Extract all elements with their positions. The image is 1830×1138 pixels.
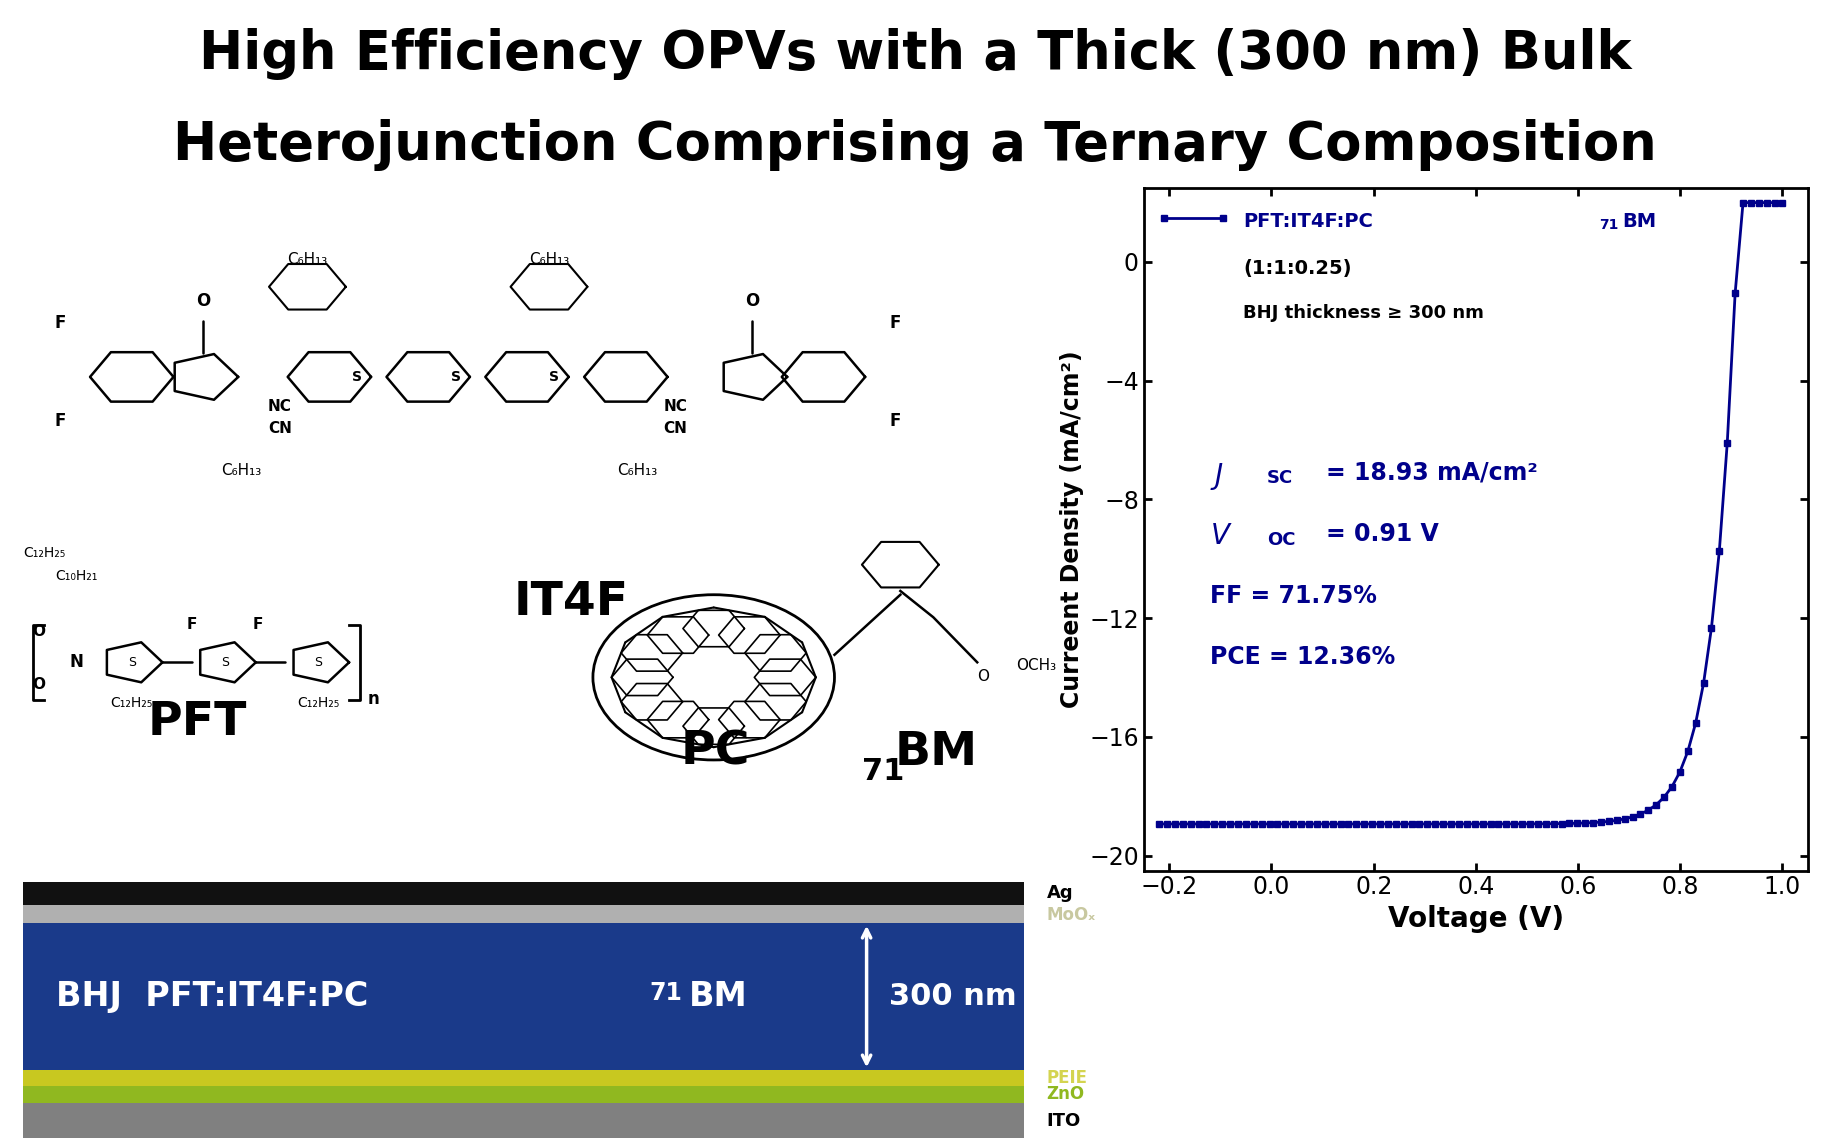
Text: O: O bbox=[31, 677, 46, 692]
Text: CN: CN bbox=[267, 421, 293, 436]
Y-axis label: Curreent Density (mA/cm²): Curreent Density (mA/cm²) bbox=[1060, 351, 1083, 708]
Text: NC: NC bbox=[267, 398, 293, 414]
Text: MoOₓ: MoOₓ bbox=[1047, 906, 1096, 924]
Text: O: O bbox=[31, 624, 46, 640]
Text: F: F bbox=[55, 314, 66, 332]
Text: ITO: ITO bbox=[1047, 1112, 1082, 1130]
Text: C₆H₁₃: C₆H₁₃ bbox=[221, 462, 262, 478]
Text: O: O bbox=[196, 291, 210, 310]
Text: IT4F: IT4F bbox=[514, 579, 628, 625]
Text: F: F bbox=[889, 314, 900, 332]
Text: High Efficiency OPVs with a Thick (300 nm) Bulk: High Efficiency OPVs with a Thick (300 n… bbox=[199, 28, 1631, 81]
Text: S: S bbox=[450, 370, 461, 384]
Text: C₆H₁₃: C₆H₁₃ bbox=[617, 462, 657, 478]
Text: N: N bbox=[70, 653, 84, 671]
Text: BM: BM bbox=[895, 729, 977, 775]
Text: S: S bbox=[549, 370, 560, 384]
Text: S: S bbox=[128, 655, 135, 669]
Text: C₁₂H₂₅: C₁₂H₂₅ bbox=[296, 696, 340, 710]
Text: BHJ thickness ≥ 300 nm: BHJ thickness ≥ 300 nm bbox=[1243, 304, 1484, 322]
Text: = 18.93 mA/cm²: = 18.93 mA/cm² bbox=[1327, 461, 1539, 485]
Bar bbox=[22, 1086, 1025, 1104]
Bar bbox=[22, 1104, 1025, 1138]
Text: F: F bbox=[889, 412, 900, 430]
Text: O: O bbox=[977, 669, 988, 684]
Text: C₁₂H₂₅: C₁₂H₂₅ bbox=[22, 546, 66, 560]
Text: F: F bbox=[187, 617, 198, 632]
Text: BM: BM bbox=[1621, 212, 1656, 231]
Text: 300 nm: 300 nm bbox=[889, 982, 1017, 1011]
Text: F: F bbox=[55, 412, 66, 430]
Text: = 0.91 V: = 0.91 V bbox=[1327, 522, 1438, 546]
Text: PFT:IT4F:PC: PFT:IT4F:PC bbox=[1243, 212, 1372, 231]
Text: CN: CN bbox=[662, 421, 688, 436]
X-axis label: Voltage (V): Voltage (V) bbox=[1387, 905, 1565, 933]
Text: SC: SC bbox=[1266, 469, 1292, 487]
Bar bbox=[22, 923, 1025, 1070]
Text: 71: 71 bbox=[650, 981, 683, 1005]
Text: PC: PC bbox=[681, 729, 750, 775]
Text: F: F bbox=[253, 617, 264, 632]
Bar bbox=[22, 905, 1025, 923]
Text: OC: OC bbox=[1266, 530, 1296, 549]
Text: C₆H₁₃: C₆H₁₃ bbox=[529, 253, 569, 267]
Text: $\mathit{J}$: $\mathit{J}$ bbox=[1210, 461, 1224, 492]
Text: BM: BM bbox=[688, 980, 747, 1013]
Text: BHJ  PFT:IT4F:PC: BHJ PFT:IT4F:PC bbox=[57, 980, 368, 1013]
Text: PFT: PFT bbox=[148, 700, 247, 745]
Text: 71: 71 bbox=[1599, 218, 1618, 232]
Text: Heterojunction Comprising a Ternary Composition: Heterojunction Comprising a Ternary Comp… bbox=[174, 119, 1656, 172]
Text: S: S bbox=[351, 370, 362, 384]
Bar bbox=[22, 882, 1025, 905]
Text: ZnO: ZnO bbox=[1047, 1086, 1085, 1104]
Text: 71: 71 bbox=[862, 757, 904, 785]
Text: n: n bbox=[368, 690, 379, 708]
Text: Ag: Ag bbox=[1047, 884, 1072, 902]
Text: PCE = 12.36%: PCE = 12.36% bbox=[1210, 645, 1396, 669]
Text: C₆H₁₃: C₆H₁₃ bbox=[287, 253, 328, 267]
Text: S: S bbox=[221, 655, 229, 669]
Text: C₁₂H₂₅: C₁₂H₂₅ bbox=[110, 696, 154, 710]
Text: PEIE: PEIE bbox=[1047, 1069, 1087, 1087]
Text: OCH₃: OCH₃ bbox=[1016, 658, 1056, 673]
Text: FF = 71.75%: FF = 71.75% bbox=[1210, 584, 1376, 608]
Text: NC: NC bbox=[662, 398, 688, 414]
Text: C₁₀H₂₁: C₁₀H₂₁ bbox=[55, 569, 99, 583]
Text: (1:1:0.25): (1:1:0.25) bbox=[1243, 259, 1352, 279]
Text: S: S bbox=[315, 655, 322, 669]
Bar bbox=[22, 1070, 1025, 1086]
Text: $\mathit{V}$: $\mathit{V}$ bbox=[1210, 522, 1233, 551]
Text: O: O bbox=[745, 291, 759, 310]
